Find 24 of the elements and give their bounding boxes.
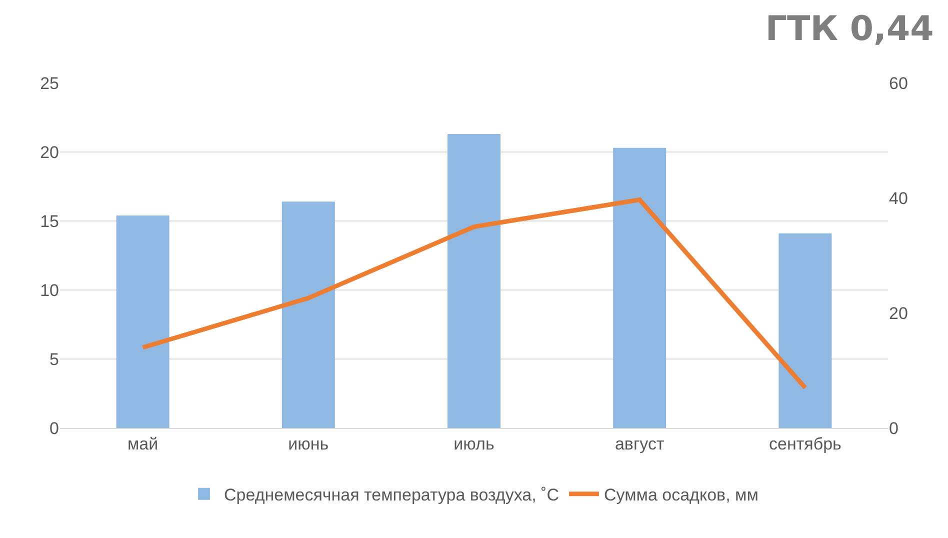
y-tick-label: 15: [40, 212, 59, 231]
legend-label: Сумма осадков, мм: [604, 485, 758, 504]
y2-tick-label: 60: [889, 74, 908, 93]
chart-title: ГТК 0,44: [765, 8, 934, 49]
x-tick-label: июль: [454, 434, 494, 454]
x-tick-label: август: [614, 434, 664, 454]
y2-tick-label: 0: [889, 418, 898, 438]
y-tick-label: 10: [40, 280, 59, 300]
x-tick-label: июнь: [288, 434, 329, 454]
bar: [448, 134, 500, 428]
legend-label: Среднемесячная температура воздуха, ˚С: [224, 485, 559, 504]
x-tick-label: сентябрь: [769, 434, 842, 454]
bar: [282, 202, 335, 428]
bar: [613, 148, 666, 428]
bar: [116, 215, 170, 428]
x-tick-label: май: [127, 434, 158, 454]
y-tick-label: 0: [50, 418, 59, 438]
y2-tick-label: 40: [889, 188, 908, 208]
y-tick-label: 5: [50, 350, 59, 369]
y2-tick-label: 20: [889, 304, 908, 323]
bar: [778, 233, 832, 428]
line-series: [140, 197, 808, 390]
y-tick-label: 20: [40, 142, 59, 162]
y-tick-label: 25: [40, 74, 59, 93]
